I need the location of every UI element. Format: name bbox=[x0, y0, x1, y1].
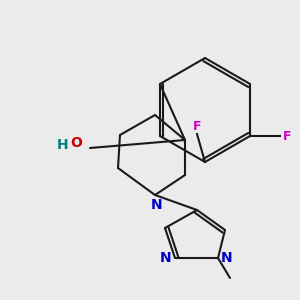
Text: N: N bbox=[151, 198, 163, 212]
Text: H: H bbox=[56, 138, 68, 152]
Text: N: N bbox=[160, 251, 172, 265]
Text: F: F bbox=[283, 130, 291, 142]
Text: F: F bbox=[193, 121, 201, 134]
Text: N: N bbox=[221, 251, 233, 265]
Text: O: O bbox=[70, 136, 82, 150]
